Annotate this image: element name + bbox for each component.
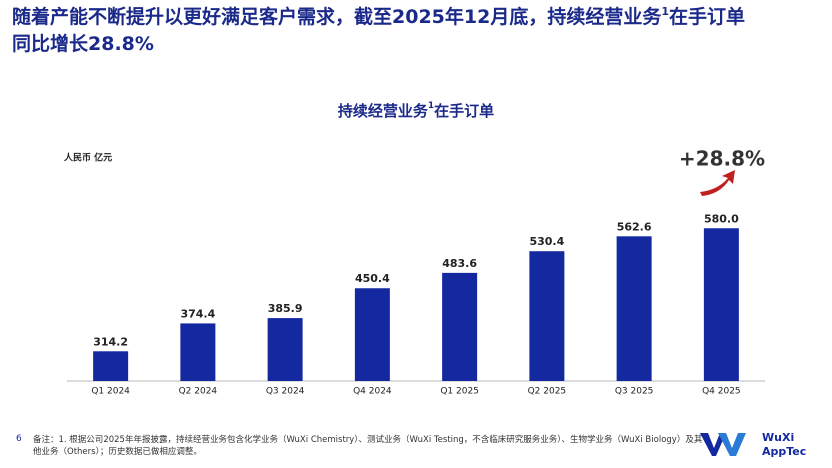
headline-sup: 1 (661, 5, 669, 18)
chart-title-sup: 1 (428, 101, 434, 111)
x-tick-label: Q3 2024 (266, 387, 305, 397)
headline-text: 随着产能不断提升以更好满足客户需求，截至2025年12月底，持续经营业务 (12, 6, 662, 28)
bar (703, 228, 739, 381)
x-tick-label: Q2 2024 (179, 387, 218, 397)
x-tick-label: Q4 2025 (702, 387, 741, 397)
value-label: 450.4 (355, 272, 390, 285)
footnote: 备注：1. 根据公司2025年年报披露，持续经营业务包含化学业务（WuXi Ch… (33, 435, 703, 457)
x-tick-label: Q1 2024 (91, 387, 130, 397)
chart-title-part: 持续经营业务 (338, 102, 429, 120)
headline-text: 同比增长28.8% (12, 33, 154, 55)
x-tick-label: Q3 2025 (615, 387, 654, 397)
bar (442, 272, 478, 381)
value-label: 580.0 (704, 212, 739, 225)
chart-title: 持续经营业务1在手订单 (338, 101, 494, 120)
x-tick-label: Q1 2025 (440, 387, 479, 397)
logo: WuXi AppTec (700, 431, 806, 458)
bar (93, 351, 129, 381)
headline-text: 在手订单 (668, 6, 745, 28)
value-label: 562.6 (617, 220, 652, 233)
bar (180, 323, 216, 381)
bar (354, 288, 390, 381)
growth-annotation: +28.8% (679, 147, 765, 171)
x-tick-label: Q4 2024 (353, 387, 392, 397)
value-label: 314.2 (93, 335, 128, 348)
x-tick-label: Q2 2025 (528, 387, 567, 397)
logo-mark (700, 433, 726, 456)
value-label: 483.6 (442, 257, 477, 270)
page-number: 6 (16, 434, 22, 444)
logo-text: WuXi (762, 431, 794, 444)
logo-mark (718, 433, 746, 456)
value-label: 530.4 (529, 235, 564, 248)
unit-label: 人民币 亿元 (63, 152, 112, 164)
value-label: 374.4 (180, 307, 215, 320)
bar (267, 318, 303, 381)
bar (616, 236, 652, 381)
bar (529, 251, 565, 381)
headline: 随着产能不断提升以更好满足客户需求，截至2025年12月底，持续经营业务1在手订… (12, 4, 827, 58)
logo-text: AppTec (762, 445, 806, 458)
value-label: 385.9 (268, 302, 303, 315)
growth-arrow (700, 170, 735, 196)
chart-title-part: 在手订单 (434, 102, 494, 120)
